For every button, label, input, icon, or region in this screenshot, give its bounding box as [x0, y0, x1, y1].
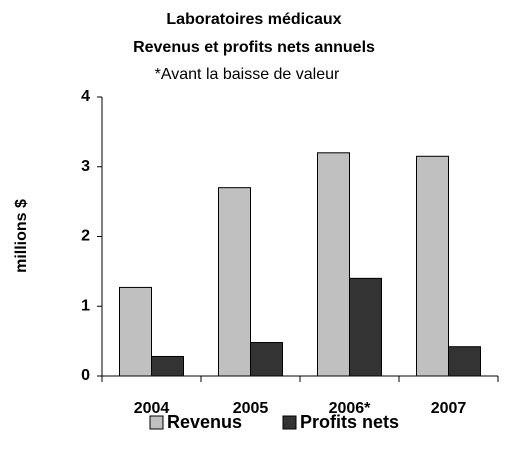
bar — [119, 286, 152, 377]
bar — [349, 277, 382, 377]
bar — [416, 155, 449, 377]
y-tick-label: 0 — [81, 367, 90, 384]
y-tick-label: 2 — [81, 228, 90, 245]
bar — [448, 346, 481, 377]
legend-label: Revenus — [167, 412, 242, 432]
bar — [317, 152, 350, 377]
x-tick-label: 2004 — [134, 400, 170, 417]
x-tick-label: 2007 — [431, 400, 467, 417]
legend-swatch — [149, 415, 164, 430]
bar — [250, 342, 283, 377]
annotation: *Avant la baisse de valeur — [155, 66, 340, 83]
y-tick-label: 3 — [81, 158, 90, 175]
chart-subtitle: Revenus et profits nets annuels — [133, 39, 375, 56]
legend-swatch — [282, 415, 297, 430]
x-tick-label: 2006* — [329, 400, 372, 417]
y-tick-label: 4 — [81, 88, 90, 105]
x-tick-label: 2005 — [233, 400, 269, 417]
chart-title: Laboratoires médicaux — [166, 11, 341, 28]
legend-label: Profits nets — [300, 412, 399, 432]
y-axis-label: millions $ — [13, 199, 30, 273]
y-tick-label: 1 — [81, 297, 90, 314]
bar — [151, 355, 184, 377]
bar — [218, 187, 251, 377]
